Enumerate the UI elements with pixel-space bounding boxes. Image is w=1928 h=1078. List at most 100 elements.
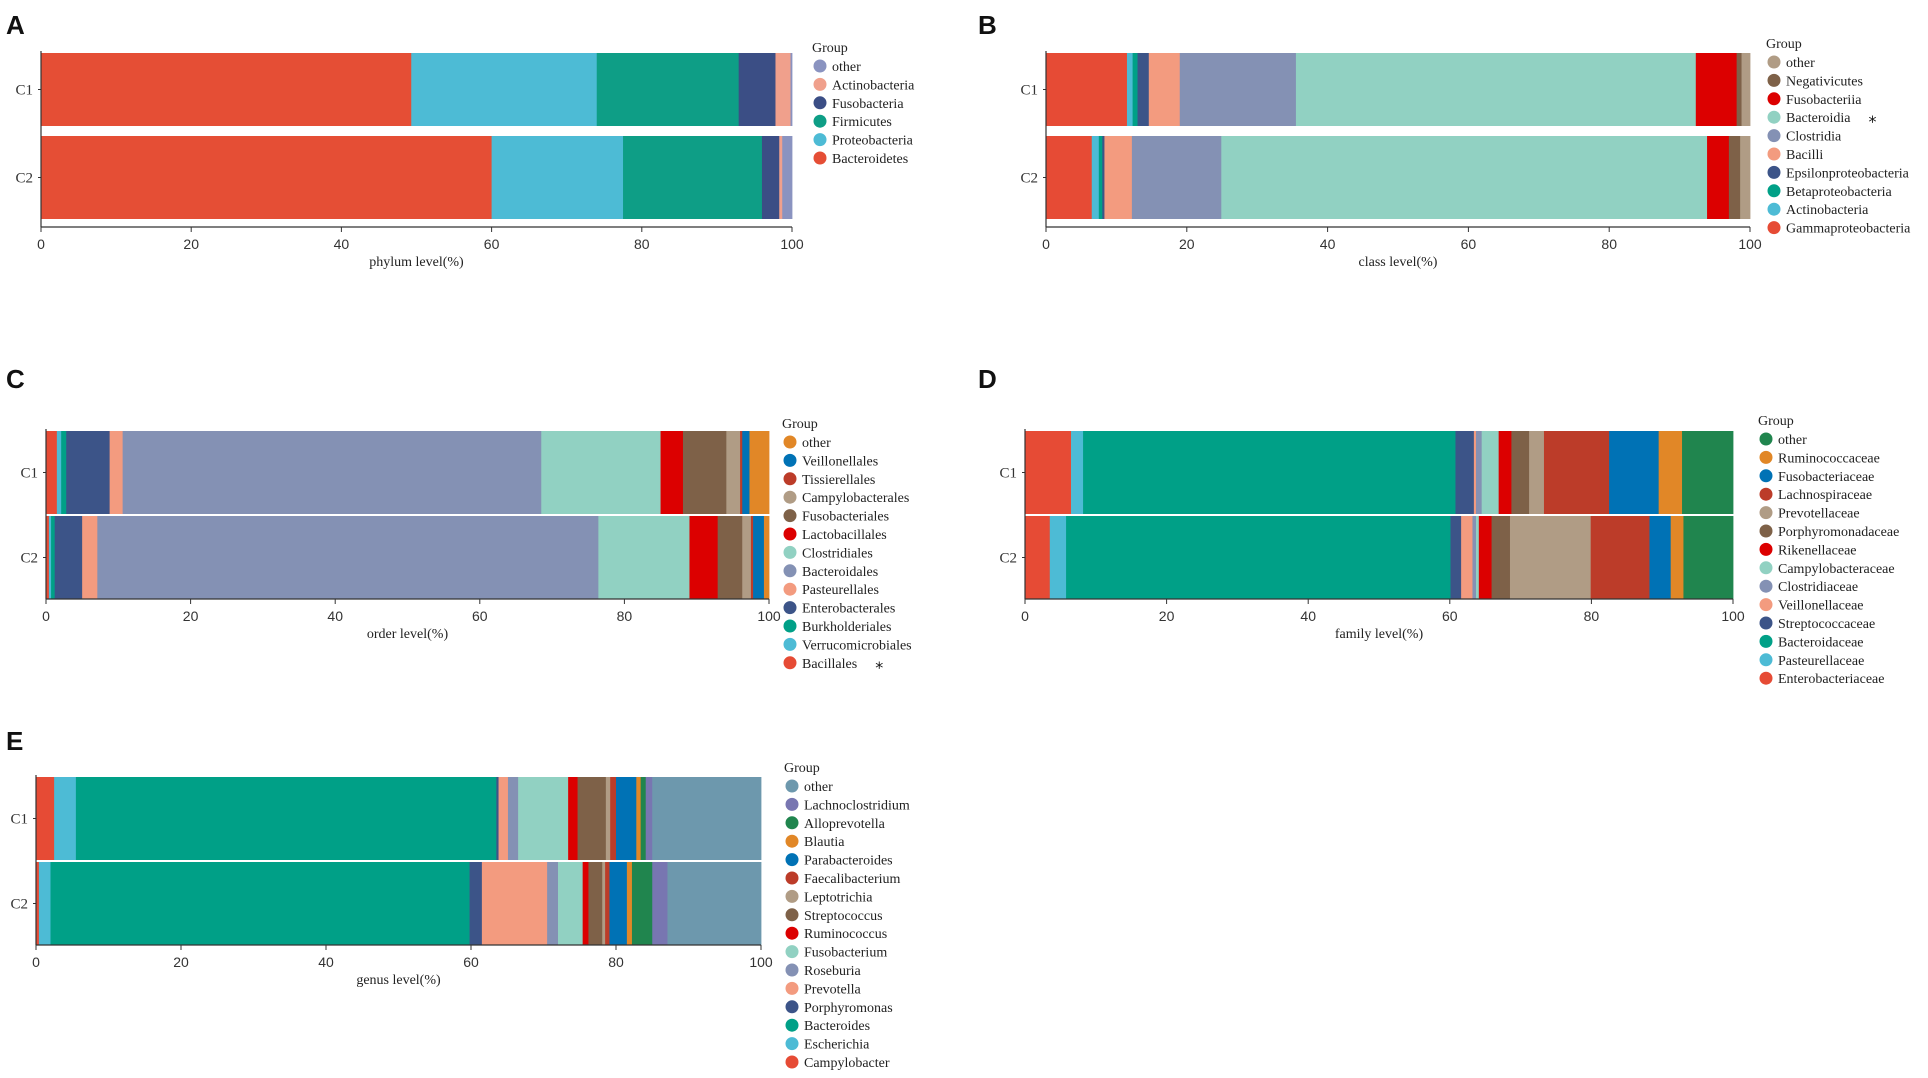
panel-e-bar-c1-bacteroides [75,777,497,860]
panel-e-bar-c1-parabacteroides [616,777,637,860]
panel-c-legend-label-tissierellales: Tissierellales [802,473,875,488]
panel-d-legend-swatch-enterobacteriaceae [1759,671,1773,685]
panel-d-bar-c1-other [1682,431,1734,514]
panel-b-letter: B [978,10,997,40]
panel-e-bar-c2-alloprevotella [631,862,653,945]
panel-b-bar-c1-gammaproteobacteria [1046,53,1128,126]
panel-d-legend-title: Group [1758,414,1794,429]
panel-a-bar-c2-firmicutes [623,136,763,219]
panel-d-bar-c2-veillonellaceae [1461,516,1473,599]
panel-b-x-axis-label: class level(%) [1359,255,1438,270]
panel-d-bar-c1-bacteroidaceae [1083,431,1456,514]
panel-c-legend-swatch-fusobacteriales [783,509,797,523]
panel-d-bar-c2-pasteurellaceae [1049,516,1067,599]
panel-d-legend-swatch-prevotellaceae [1759,506,1773,520]
panel-c-x-axis-label: order level(%) [367,627,449,642]
panel-e-legend-label-parabacteroides: Parabacteroides [804,854,893,869]
panel-d-bar-c2-campylobacteraceae [1475,516,1480,599]
panel-d-bar-c2-rikenellaceae [1478,516,1492,599]
panel-a-legend-swatch-fusobacteria [813,96,827,110]
panel-c-legend-label-pasteurellales: Pasteurellales [802,583,879,598]
panel-d-bar-c2-porphyromonadaceae [1491,516,1511,599]
panel-e-legend-label-prevotella: Prevotella [804,982,862,997]
panel-b-bar-c1-negativicutes [1736,53,1742,126]
panel-b-legend-label-actinobacteria: Actinobacteria [1786,203,1869,218]
panel-e-legend-label-porphyromonas: Porphyromonas [804,1001,893,1016]
panel-a-legend: Group other Actinobacteria Fusobacteria Firm… [812,41,915,167]
panel-c-bar-c2-pasteurellales [82,516,98,599]
panel-d-bar-c1-pasteurellaceae [1071,431,1084,514]
panel-e-bar-c1-faecalibacterium [610,777,617,860]
panel-e-letter: E [6,726,23,756]
panel-a-bar-c1-proteobacteria [411,53,598,126]
panel-e-xtick-label-20: 20 [173,954,189,970]
panel-d-xtick-label-100: 100 [1721,608,1745,624]
panel-b-legend-swatch-other [1767,55,1781,69]
panel-b-bar-c2-bacteroidia [1221,136,1708,219]
panel-d-bar-c1-campylobacteraceae [1481,431,1500,514]
panel-d-bar-c1-streptococcaceae [1455,431,1475,514]
panel-c-legend-swatch-burkholderiales [783,619,797,633]
panel-c-legend-label-enterobacterales: Enterobacterales [802,602,895,617]
panel-b-legend-label-negativicutes: Negativicutes [1786,74,1863,89]
panel-e-legend-label-other: other [804,780,833,795]
panel-a-xtick-label-0: 0 [37,236,45,252]
panel-c-bar-c1-enterobacterales [66,431,111,514]
panel-b-xtick-label-100: 100 [1738,236,1762,252]
panel-e-xtick-label-0: 0 [32,954,40,970]
panel-b-bar-c2-bacilli [1104,136,1133,219]
panel-b-legend-swatch-epsilonproteobacteria [1767,165,1781,179]
panel-c-bar-c2-other [763,516,770,599]
panel-b-bar-c1-clostridia [1179,53,1297,126]
panel-d-bar-c2-other [1683,516,1734,599]
panel-d-category-c1: C1 [999,466,1017,482]
panel-c-legend-swatch-veillonellales [783,453,797,467]
panel-d-legend-label-ruminococcaceae: Ruminococcaceae [1778,451,1880,466]
panel-a-legend-swatch-other [813,59,827,73]
panel-d: D C1 C2 0 20 40 60 80 100 family level(%) Group oth… [978,364,1899,687]
panel-e-bar-c1-streptococcus [577,777,607,860]
panel-a-bar-c2-fusobacteria [761,136,780,219]
panel-d-xtick-label-80: 80 [1584,608,1600,624]
panel-b-legend-title: Group [1766,37,1802,52]
panel-d-bar-c1-fusobacteriaceae [1609,431,1660,514]
panel-e-legend-label-fusobacterium: Fusobacterium [804,946,887,961]
panel-e-bar-c2-streptococcus [588,862,603,945]
panel-d-legend-label-porphyromonadaceae: Porphyromonadaceae [1778,525,1899,540]
panel-a-category-c1: C1 [15,83,33,99]
panel-d-legend-swatch-bacteroidaceae [1759,634,1773,648]
panel-e-legend-swatch-prevotella [785,981,799,995]
panel-a-legend-label-actinobacteria: Actinobacteria [832,78,915,93]
panel-c-xtick-label-80: 80 [617,608,633,624]
panel-b-xtick-label-20: 20 [1179,236,1195,252]
panel-c-legend-swatch-verrucomicrobiales [783,637,797,651]
panel-c-legend-swatch-bacillales [783,656,797,670]
panel-c-category-c2: C2 [20,551,38,567]
panel-b-legend-swatch-negativicutes [1767,73,1781,87]
panel-c-bar-c2-clostridiales [598,516,690,599]
panel-e-bar-c2-roseburia [547,862,559,945]
panel-e-bar-c1-alloprevotella [640,777,647,860]
panel-e-legend-swatch-porphyromonas [785,1000,799,1014]
panel-d-bar-c2-fusobacteriaceae [1649,516,1672,599]
panel-c-legend-swatch-other [783,435,797,449]
panel-e-legend-label-escherichia: Escherichia [804,1038,870,1053]
panel-d-bar-c2-bacteroidaceae [1066,516,1451,599]
panel-d-legend-label-fusobacteriaceae: Fusobacteriaceae [1778,470,1874,485]
panel-d-legend-swatch-fusobacteriaceae [1759,469,1773,483]
panel-b-xtick-label-60: 60 [1461,236,1477,252]
panel-c-category-c1: C1 [20,466,38,482]
panel-e-bar-c1-lachnoclostridium [645,777,653,860]
panel-a-category-c2: C2 [15,171,33,187]
panel-c-bar-c2-bacteroidales [97,516,599,599]
panel-b-legend-significance-mark: * [1869,112,1877,131]
panel-e-xtick-label-100: 100 [749,954,773,970]
panel-d-bar-c1-rikenellaceae [1498,431,1512,514]
panel-d-bar-c1-porphyromonadaceae [1511,431,1530,514]
panel-e-legend-label-ruminococcus: Ruminococcus [804,927,887,942]
panel-b-category-c2: C2 [1020,171,1038,187]
panel-a-bar-c1-firmicutes [596,53,740,126]
panel-b-legend-swatch-actinobacteria [1767,202,1781,216]
panel-b-legend-label-gammaproteobacteria: Gammaproteobacteria [1786,222,1911,237]
panel-b-bar-c2-epsilonproteobacteria [1102,136,1105,219]
